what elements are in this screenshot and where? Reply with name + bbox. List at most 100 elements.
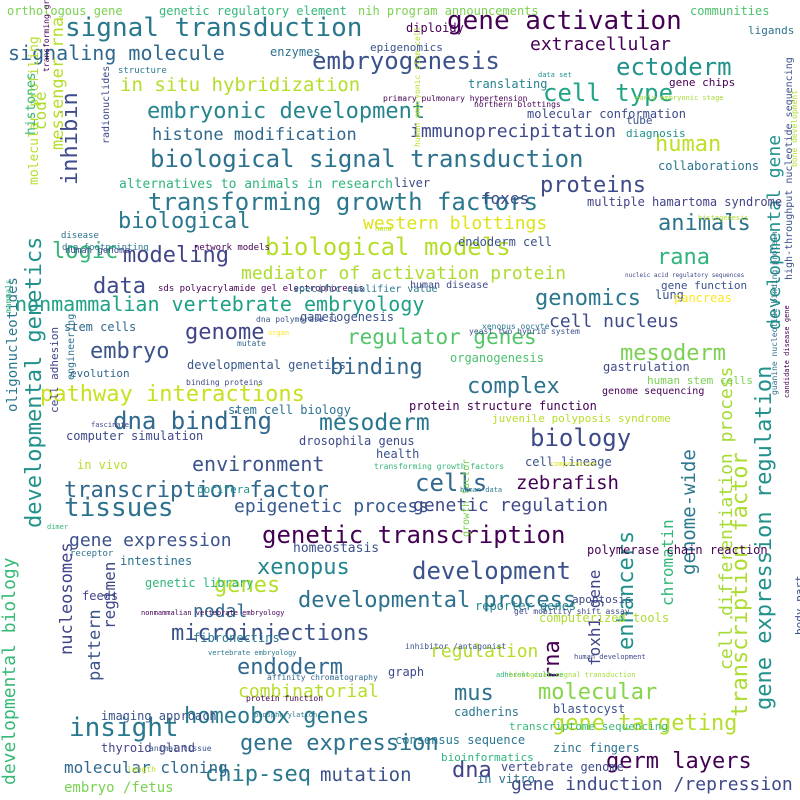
cloud-word: endoderm cell xyxy=(458,235,552,249)
cloud-word: embryogenesis xyxy=(312,47,500,75)
cloud-word: liver xyxy=(394,176,431,190)
cloud-word: dimer xyxy=(47,523,69,531)
cloud-word: mutation xyxy=(320,764,412,786)
cloud-word: genetic regulatory element xyxy=(159,4,347,18)
cloud-word: tissues xyxy=(64,493,174,523)
cloud-word: protein structure function xyxy=(409,399,597,413)
cloud-word: embryo /fetus xyxy=(64,780,174,796)
cloud-word: genetic transcription xyxy=(262,521,566,549)
cloud-word: organogenesis xyxy=(450,351,544,365)
cloud-word: stem cell biology xyxy=(228,403,351,417)
cloud-word: adherent culture xyxy=(496,671,564,679)
cloud-word: biological signal transduction xyxy=(509,671,636,679)
cloud-word: body part xyxy=(793,575,800,635)
cloud-word: development xyxy=(412,557,571,585)
cloud-word: northern blottings xyxy=(474,100,561,109)
cloud-word: cadherins xyxy=(454,705,520,719)
cloud-word: intestines xyxy=(120,554,193,568)
cloud-word: enzymes xyxy=(270,45,321,59)
cloud-word: biological xyxy=(118,209,251,234)
cloud-word: computerized tools xyxy=(539,611,670,625)
cloud-word: mesoderm xyxy=(620,341,726,366)
cloud-word: gene chips xyxy=(669,76,736,89)
cloud-word: mutate xyxy=(237,339,266,348)
cloud-word: nonmammalian vertebrate embryology xyxy=(15,292,425,316)
cloud-word: alternatives to animals in research xyxy=(119,177,393,192)
cloud-word: zebrafish xyxy=(516,472,619,494)
cloud-word: network models xyxy=(194,243,270,253)
cloud-word: diploidy xyxy=(406,21,464,35)
cloud-word: gene expression xyxy=(240,731,439,756)
cloud-word: germ layers xyxy=(606,749,752,774)
cloud-word: epigenomics xyxy=(370,41,443,54)
cloud-word: cell nucleus xyxy=(549,311,680,332)
cloud-word: thyroid gland xyxy=(101,741,195,755)
cloud-word: molecular xyxy=(538,680,658,705)
cloud-word: computer simulation xyxy=(66,429,204,443)
cloud-word: bone development xyxy=(790,89,799,167)
cloud-word: ligands xyxy=(748,24,795,37)
cloud-word: human embryonic stem cell xyxy=(413,26,422,147)
cloud-word: genome xyxy=(185,320,265,345)
cloud-word: guanine nucleotide binding protein xyxy=(770,231,779,395)
cloud-word: feeds xyxy=(82,589,119,603)
cloud-word: human stem cells xyxy=(647,374,753,387)
cloud-word: combinatorial xyxy=(238,681,379,702)
cloud-word: engineering xyxy=(66,313,77,380)
cloud-word: proteins xyxy=(540,173,646,198)
cloud-word: evolution xyxy=(70,367,130,380)
cloud-word: lung xyxy=(655,288,684,302)
cloud-word: foxes xyxy=(481,189,530,208)
cloud-word: epigenetic process xyxy=(234,496,430,517)
cloud-word: data xyxy=(93,274,146,299)
cloud-word: mammals xyxy=(4,279,13,313)
cloud-word: cell type xyxy=(543,79,674,107)
cloud-word: chromatin xyxy=(658,519,677,606)
cloud-word: cell lineage xyxy=(525,455,612,469)
cloud-word: pathway interactions xyxy=(40,382,305,407)
cloud-word: gastrulation xyxy=(603,360,690,374)
cloud-word: mus xyxy=(454,681,494,706)
cloud-word: phosphorylation xyxy=(254,711,318,719)
cloud-word: collaborations xyxy=(658,159,760,173)
cloud-word: nucleosomes xyxy=(57,542,77,655)
cloud-word: protein function xyxy=(246,694,324,703)
cloud-word: immunoprecipitation xyxy=(410,121,616,142)
cloud-word: gene targeting xyxy=(552,711,738,736)
cloud-word: gametogenesis xyxy=(300,310,394,324)
cloud-word: transcription factor xyxy=(64,478,329,503)
cloud-word: endoderm xyxy=(237,655,343,680)
cloud-word: xenopus xyxy=(257,555,350,580)
cloud-word: tube xyxy=(626,114,653,127)
cloud-word: extracellular xyxy=(530,34,671,55)
cloud-word: vertebrate genome xyxy=(501,760,624,774)
cloud-word: apoptosis xyxy=(572,593,632,606)
cloud-word: genome sequencing xyxy=(602,386,705,397)
cloud-word: histones xyxy=(24,72,39,135)
cloud-word: histogenesis xyxy=(698,214,749,222)
cloud-word: regulator genes xyxy=(347,325,537,349)
cloud-word: communities xyxy=(690,4,770,18)
cloud-word: fascinate xyxy=(91,421,129,429)
cloud-word: in situ hybridization xyxy=(120,74,361,96)
cloud-word: transforming growth factors xyxy=(374,462,505,471)
cloud-word: organ xyxy=(268,329,290,337)
cloud-word: fibronectins xyxy=(193,631,280,645)
cloud-word: developmental genetics xyxy=(187,358,346,372)
cloud-word: histone modification xyxy=(152,125,357,145)
cloud-word: embryonic development xyxy=(147,99,426,124)
cloud-word: translating xyxy=(468,77,548,91)
cloud-word: consensus sequence xyxy=(395,733,526,747)
cloud-word: transforming growth factors xyxy=(148,188,539,216)
cloud-word: gel mobility shift assay xyxy=(514,607,630,616)
cloud-word: molecular cloning xyxy=(64,758,228,777)
cloud-word: bioinformatics xyxy=(441,751,534,764)
cloud-word: human development xyxy=(574,653,646,661)
cloud-word: dna footprinting xyxy=(62,243,149,253)
cloud-word: hand xyxy=(375,225,392,233)
cloud-word: graph xyxy=(388,665,425,679)
cloud-word: gene function xyxy=(661,279,748,292)
cloud-word: genetic regulation xyxy=(413,495,609,516)
cloud-word: stem cells xyxy=(64,320,137,334)
cloud-word: cell adhesion xyxy=(48,326,61,413)
